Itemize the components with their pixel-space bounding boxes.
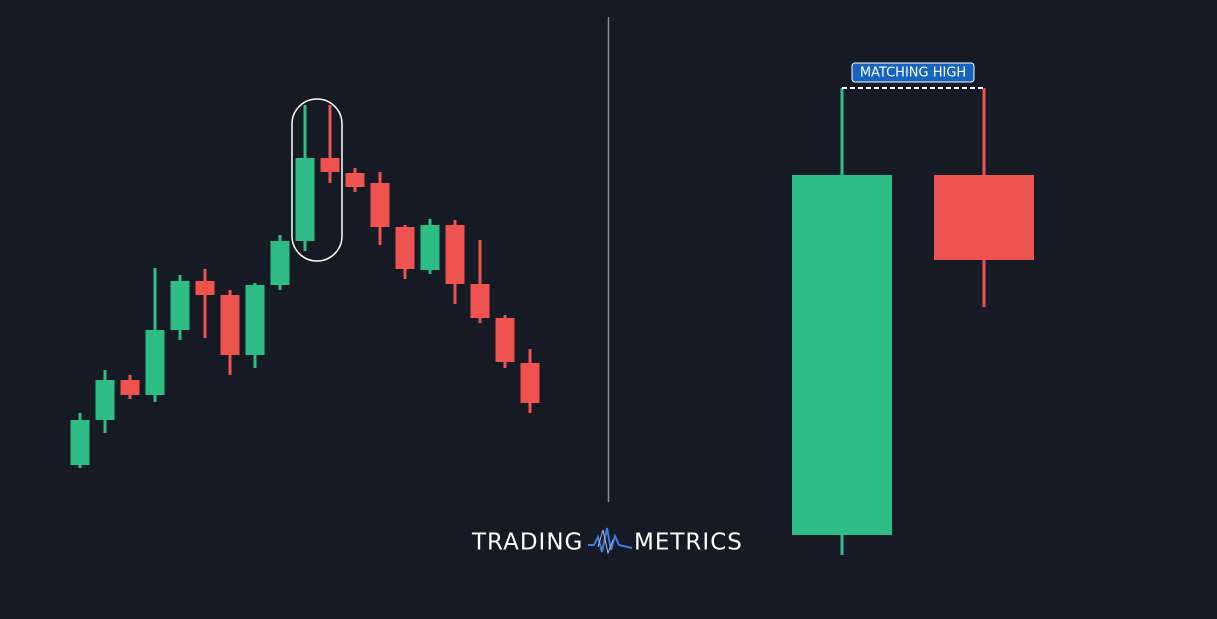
candle-body xyxy=(470,284,490,318)
highlight-outline xyxy=(291,98,343,262)
logo-right: METRICS xyxy=(634,530,743,556)
candle-wick xyxy=(328,105,332,183)
candle-body xyxy=(145,330,165,395)
candle-body xyxy=(295,158,315,241)
candle-body xyxy=(220,295,240,355)
candle-body xyxy=(195,281,215,295)
candle-wick xyxy=(203,269,207,338)
candle-body xyxy=(934,175,1034,260)
logo-left: TRADING xyxy=(471,530,583,556)
logo-icon xyxy=(588,527,633,553)
annotation-box xyxy=(851,62,975,83)
candle-body xyxy=(170,281,190,330)
candle-body xyxy=(70,420,90,465)
candle-body xyxy=(792,175,892,535)
candle-body xyxy=(95,380,115,420)
candle-body xyxy=(245,285,265,355)
annotation-label: MATCHING HIGH xyxy=(860,66,966,81)
candle-body xyxy=(320,158,340,172)
candle-body xyxy=(445,225,465,284)
candle-body xyxy=(120,380,140,395)
candle-body xyxy=(370,183,390,227)
candle-body xyxy=(520,363,540,403)
candle-body xyxy=(495,318,515,362)
candle-body xyxy=(345,173,365,187)
candle-body xyxy=(395,227,415,269)
candle-body xyxy=(270,241,290,285)
candle-wick xyxy=(478,240,482,323)
logo-icon-accent xyxy=(597,529,614,555)
candle-body xyxy=(420,225,440,270)
